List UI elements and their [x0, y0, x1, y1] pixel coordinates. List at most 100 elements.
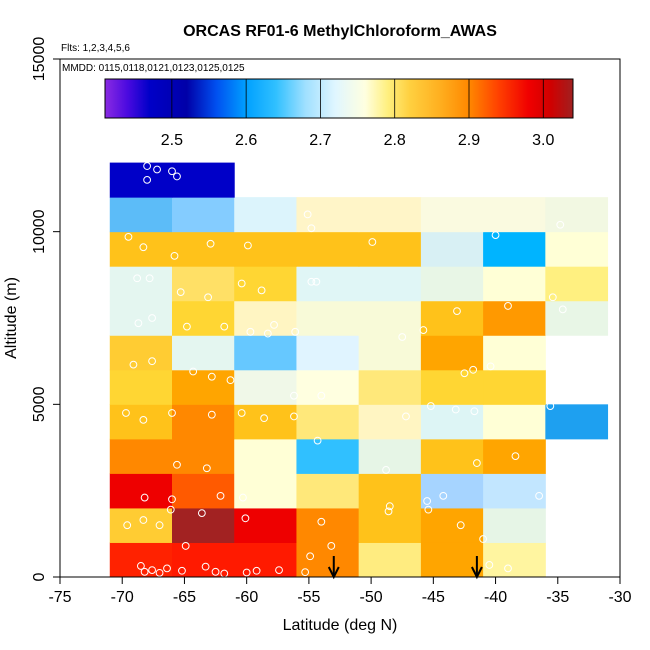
sample-point — [504, 564, 512, 573]
sample-point — [140, 493, 149, 502]
x-tick-label: -65 — [173, 589, 196, 606]
heatmap-cell — [234, 369, 297, 405]
sample-point — [290, 391, 298, 400]
heatmap-cell — [296, 266, 360, 302]
heatmap-cell — [420, 197, 484, 233]
y-tick-label: 15000 — [31, 37, 48, 82]
sample-point — [170, 251, 179, 260]
heatmap-cell — [483, 300, 546, 336]
sample-point — [148, 314, 156, 322]
sample-point — [260, 414, 268, 423]
heatmap-cell — [296, 438, 360, 474]
sample-point — [148, 566, 156, 574]
heatmap-cell — [420, 335, 484, 371]
sample-point — [155, 568, 164, 577]
sample-point — [511, 452, 520, 461]
heatmap-cell — [358, 438, 422, 474]
sample-point — [216, 491, 225, 500]
sample-point — [313, 436, 322, 445]
heatmap-cell — [234, 197, 297, 233]
heatmap-cell — [109, 369, 173, 405]
heatmap-cell — [358, 542, 422, 578]
sample-point — [275, 566, 283, 574]
sample-point — [220, 322, 229, 331]
sample-point — [155, 521, 164, 530]
sample-point — [558, 305, 567, 314]
sample-point — [257, 286, 266, 295]
heatmap-cell — [358, 197, 422, 233]
heatmap-cell — [420, 266, 484, 302]
heatmap-cell — [420, 369, 484, 405]
colorbar-tick-label: 2.8 — [384, 132, 406, 149]
sample-point — [270, 321, 278, 329]
sample-point — [202, 464, 211, 473]
sample-point — [153, 165, 161, 174]
heatmap-cell — [109, 507, 173, 543]
sample-point — [368, 238, 377, 246]
sample-point — [486, 362, 495, 371]
heatmap-cell — [296, 197, 360, 233]
x-tick-label: -35 — [546, 589, 569, 606]
heatmap-cell — [172, 300, 235, 336]
sample-point — [241, 514, 250, 523]
heatmap-cell — [483, 335, 546, 371]
sample-point — [327, 542, 336, 550]
sample-point — [166, 505, 175, 514]
sample-point — [136, 562, 145, 570]
sample-point — [244, 241, 252, 250]
heatmap-cell — [420, 438, 484, 474]
sample-point — [469, 365, 478, 374]
sample-point — [479, 535, 488, 543]
sample-point — [535, 491, 544, 500]
heatmap-cell — [172, 197, 235, 233]
sample-point — [252, 566, 261, 575]
y-axis: 0 5000 10000 15000 — [31, 37, 60, 581]
heatmap-cell — [296, 335, 360, 371]
heatmap-cell — [358, 300, 422, 336]
heatmap-cell — [234, 542, 297, 578]
colorbar-strip — [104, 78, 574, 119]
sample-point — [451, 405, 460, 414]
sample-point — [306, 552, 315, 561]
colorbar-tick-label: 3.0 — [532, 132, 554, 149]
heatmap-cell — [109, 162, 173, 198]
y-tick-label: 5000 — [31, 386, 48, 422]
x-tick-label: -40 — [484, 589, 507, 606]
sample-point — [239, 493, 247, 502]
sample-point — [183, 322, 191, 331]
heatmap-cell — [172, 507, 235, 543]
heatmap-cell — [172, 369, 235, 405]
heatmap-cell — [172, 335, 235, 371]
sample-point — [163, 564, 171, 573]
x-axis-label: Latitude (deg N) — [283, 617, 398, 634]
sample-point — [398, 333, 407, 341]
sample-point — [291, 327, 300, 336]
sample-point — [143, 175, 152, 184]
x-tick-label: -60 — [235, 589, 258, 606]
heatmap-cell — [296, 542, 360, 578]
sample-point — [145, 274, 154, 283]
sample-point — [556, 220, 565, 229]
heatmap-cells — [109, 162, 609, 578]
heatmap-cell — [109, 300, 173, 336]
heatmap-cell — [234, 507, 297, 543]
sample-point — [424, 505, 433, 514]
heatmap-cell — [109, 197, 173, 233]
sample-point — [168, 409, 176, 417]
heatmap-cell — [358, 369, 422, 405]
sample-point — [204, 293, 212, 302]
heatmap-cell — [483, 438, 546, 474]
sample-point — [382, 466, 390, 474]
x-axis: -75 -70 -65 -60 -55 -50 -45 -40 -35 -30 — [48, 577, 632, 606]
heatmap-cell — [358, 507, 422, 543]
heatmap-cell — [109, 335, 173, 371]
heatmap-cell — [296, 231, 360, 267]
sample-point — [301, 568, 310, 577]
heatmap-cell — [545, 197, 609, 233]
heatmap-cell — [545, 300, 609, 336]
heatmap-cell — [420, 473, 484, 509]
heatmap-cell — [483, 197, 546, 233]
x-tick-label: -30 — [608, 589, 631, 606]
sample-point — [133, 274, 142, 283]
colorbar-tick-label: 2.9 — [458, 132, 480, 149]
